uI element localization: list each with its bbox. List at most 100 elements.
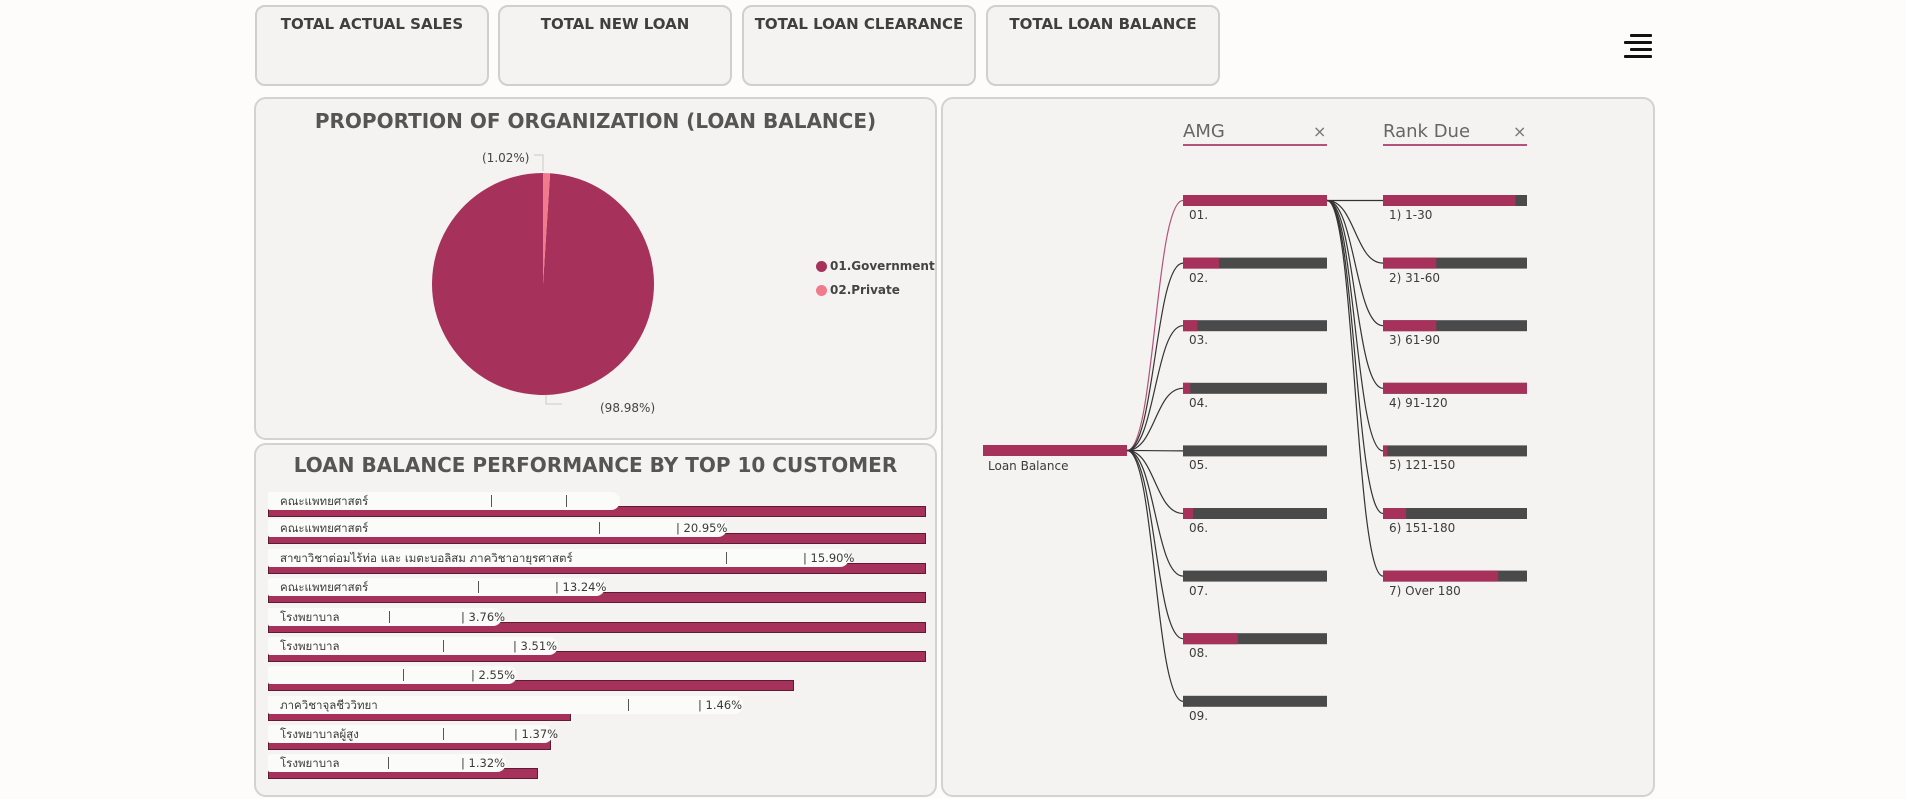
customer-tag: โรงพยาบาลผู้สูง| 1.37% (268, 725, 553, 743)
tick-mark (403, 669, 404, 681)
tree-node-label: 04. (1189, 396, 1208, 410)
customer-tag: ภาควิชาจุลชีววิทยา | 1.46% (268, 696, 743, 714)
top-customers-panel: LOAN BALANCE PERFORMANCE BY TOP 10 CUSTO… (254, 443, 937, 797)
customer-tag: โรงพยาบาล| 3.76% (268, 608, 502, 626)
tree-node-amg[interactable] (1183, 508, 1327, 519)
customer-tag: | 2.55% (268, 666, 517, 684)
customer-row[interactable]: คณะแพทยศาสตร์| 13.24% (268, 578, 928, 606)
tree-node-label: 02. (1189, 271, 1208, 285)
customer-name: ภาควิชาจุลชีววิทยา (280, 696, 378, 714)
tick-mark (478, 581, 479, 593)
tree-node-rank-due[interactable] (1383, 195, 1527, 206)
close-icon[interactable]: × (1513, 122, 1526, 141)
legend-label: 01.Government (830, 259, 935, 273)
customer-percent: | 1.46% (698, 696, 742, 714)
tree-node-label: 08. (1189, 646, 1208, 660)
kpi-label: TOTAL LOAN BALANCE (988, 15, 1218, 33)
tree-connector (1127, 451, 1183, 577)
slicer-amg-label: AMG (1183, 121, 1225, 142)
tree-node-amg[interactable] (1183, 258, 1327, 269)
tree-node-amg[interactable] (1183, 320, 1327, 331)
slicer-rank-due-label: Rank Due (1383, 121, 1470, 142)
tree-connector (1327, 201, 1383, 451)
tree-node-label: 4) 91-120 (1389, 396, 1448, 410)
customer-percent: | 3.51% (513, 637, 557, 655)
tree-connector (1327, 201, 1383, 514)
tick-mark (389, 611, 390, 623)
tick-mark (726, 552, 727, 564)
tree-connector (1327, 201, 1383, 577)
customer-name: โรงพยาบาล (280, 637, 340, 655)
tree-node-rank-due[interactable] (1383, 508, 1527, 519)
proportion-panel: PROPORTION OF ORGANIZATION (LOAN BALANCE… (254, 97, 937, 440)
tree-node-rank-due[interactable] (1383, 320, 1527, 331)
tree-connector (1327, 201, 1383, 326)
customer-percent: | 20.95% (676, 519, 727, 537)
tree-connector (1127, 326, 1183, 451)
tree-node-label: 7) Over 180 (1389, 584, 1461, 598)
slicer-underline (1383, 144, 1527, 146)
customer-row[interactable]: ภาควิชาจุลชีววิทยา | 1.46% (268, 696, 928, 724)
customer-name: คณะแพทยศาสตร์ (280, 578, 368, 596)
tree-node-rank-due[interactable] (1383, 258, 1527, 269)
decomposition-tree (943, 99, 1657, 799)
tree-node-amg[interactable] (1183, 445, 1327, 456)
hamburger-menu-icon[interactable] (1622, 32, 1652, 62)
tree-node-rank-due[interactable] (1383, 383, 1527, 394)
legend-dot (816, 261, 827, 272)
customer-row[interactable]: คณะแพทยศาสตร์ (268, 492, 928, 520)
legend-item-government[interactable]: 01.Government (816, 259, 935, 273)
customer-row[interactable]: โรงพยาบาล | 3.51% (268, 637, 928, 665)
tick-mark (628, 699, 629, 711)
tree-node-label: 06. (1189, 521, 1208, 535)
tree-node-label: Loan Balance (988, 459, 1068, 473)
tree-node-rank-due[interactable] (1383, 571, 1527, 582)
customer-percent: | 2.55% (471, 666, 515, 684)
tree-node-rank-due[interactable] (1383, 445, 1527, 456)
customer-name: คณะแพทยศาสตร์ (280, 519, 368, 537)
tree-node-amg[interactable] (1183, 383, 1327, 394)
customer-percent: | 3.76% (461, 608, 505, 626)
tree-node-label: 6) 151-180 (1389, 521, 1455, 535)
tree-node-label: 1) 1-30 (1389, 208, 1432, 222)
customer-percent: | 1.37% (514, 725, 558, 743)
tick-mark (443, 728, 444, 740)
pie-label-government: (98.98%) (600, 401, 655, 415)
tree-node-label: 05. (1189, 458, 1208, 472)
slicer-underline (1183, 144, 1327, 146)
customer-name: สาขาวิชาต่อมไร้ท่อ และ เมตะบอลิสม ภาควิช… (280, 549, 573, 567)
customer-name: โรงพยาบาลผู้สูง (280, 725, 359, 743)
tick-mark (566, 495, 567, 507)
tree-connector (1127, 201, 1183, 451)
customer-tag: โรงพยาบาล | 3.51% (268, 637, 558, 655)
kpi-total-loan-balance[interactable]: TOTAL LOAN BALANCE (986, 5, 1220, 86)
kpi-total-new-loan[interactable]: TOTAL NEW LOAN (498, 5, 732, 86)
tree-node-label: 03. (1189, 333, 1208, 347)
tree-node-root[interactable] (983, 445, 1127, 456)
tree-node-label: 3) 61-90 (1389, 333, 1440, 347)
tree-node-label: 2) 31-60 (1389, 271, 1440, 285)
customer-row[interactable]: โรงพยาบาล| 3.76% (268, 608, 928, 636)
tick-mark (599, 522, 600, 534)
kpi-total-loan-clearance[interactable]: TOTAL LOAN CLEARANCE (742, 5, 976, 86)
legend-label: 02.Private (830, 283, 900, 297)
customer-name: โรงพยาบาล (280, 754, 340, 772)
legend-item-private[interactable]: 02.Private (816, 283, 935, 297)
customer-row[interactable]: โรงพยาบาล| 1.32% (268, 754, 928, 782)
tree-node-amg[interactable] (1183, 571, 1327, 582)
close-icon[interactable]: × (1313, 122, 1326, 141)
customer-row[interactable]: คณะแพทยศาสตร์ | 20.95% (268, 519, 928, 547)
leader-line (534, 155, 543, 171)
customer-row[interactable]: | 2.55% (268, 666, 928, 694)
customer-tag: คณะแพทยศาสตร์ (268, 492, 620, 510)
customer-row[interactable]: สาขาวิชาต่อมไร้ท่อ และ เมตะบอลิสม ภาควิช… (268, 549, 928, 577)
tree-node-amg[interactable] (1183, 195, 1327, 206)
tree-node-amg[interactable] (1183, 696, 1327, 707)
customer-row[interactable]: โรงพยาบาลผู้สูง | 1.37% (268, 725, 928, 753)
tree-node-amg[interactable] (1183, 633, 1327, 644)
customer-name: คณะแพทยศาสตร์ (280, 492, 368, 510)
customer-tag: คณะแพทยศาสตร์| 13.24% (268, 578, 605, 596)
customer-percent: | 15.90% (803, 549, 854, 567)
kpi-total-actual-sales[interactable]: TOTAL ACTUAL SALES (255, 5, 489, 86)
